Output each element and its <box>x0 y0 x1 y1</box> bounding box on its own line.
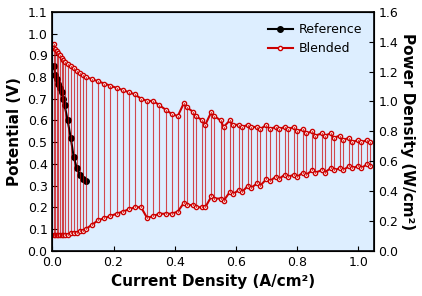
Reference <box>62 104 67 107</box>
Reference <box>77 173 82 176</box>
Blended <box>264 123 269 127</box>
Blended <box>368 140 373 144</box>
Line: Reference: Reference <box>51 63 89 184</box>
Reference <box>57 86 62 90</box>
Reference <box>56 82 61 85</box>
Reference <box>84 179 89 183</box>
Blended <box>249 125 254 129</box>
Blended <box>349 140 354 144</box>
Reference <box>71 156 76 159</box>
Blended <box>145 99 150 103</box>
Line: Blended: Blended <box>52 42 373 144</box>
Blended <box>227 119 232 122</box>
Blended <box>71 67 76 70</box>
Blended <box>102 82 107 85</box>
Y-axis label: Potential (V): Potential (V) <box>7 77 22 186</box>
Blended <box>51 43 57 46</box>
Reference <box>74 166 79 170</box>
Reference <box>65 119 70 122</box>
Legend: Reference, Blended: Reference, Blended <box>262 18 367 60</box>
Reference <box>59 91 64 94</box>
Reference <box>51 65 57 68</box>
X-axis label: Current Density (A/cm²): Current Density (A/cm²) <box>111 274 315 289</box>
Reference <box>81 177 86 181</box>
Reference <box>53 73 58 77</box>
Y-axis label: Power Density (W/cm²): Power Density (W/cm²) <box>400 33 415 230</box>
Reference <box>68 136 73 140</box>
Reference <box>54 78 60 81</box>
Reference <box>60 97 65 101</box>
